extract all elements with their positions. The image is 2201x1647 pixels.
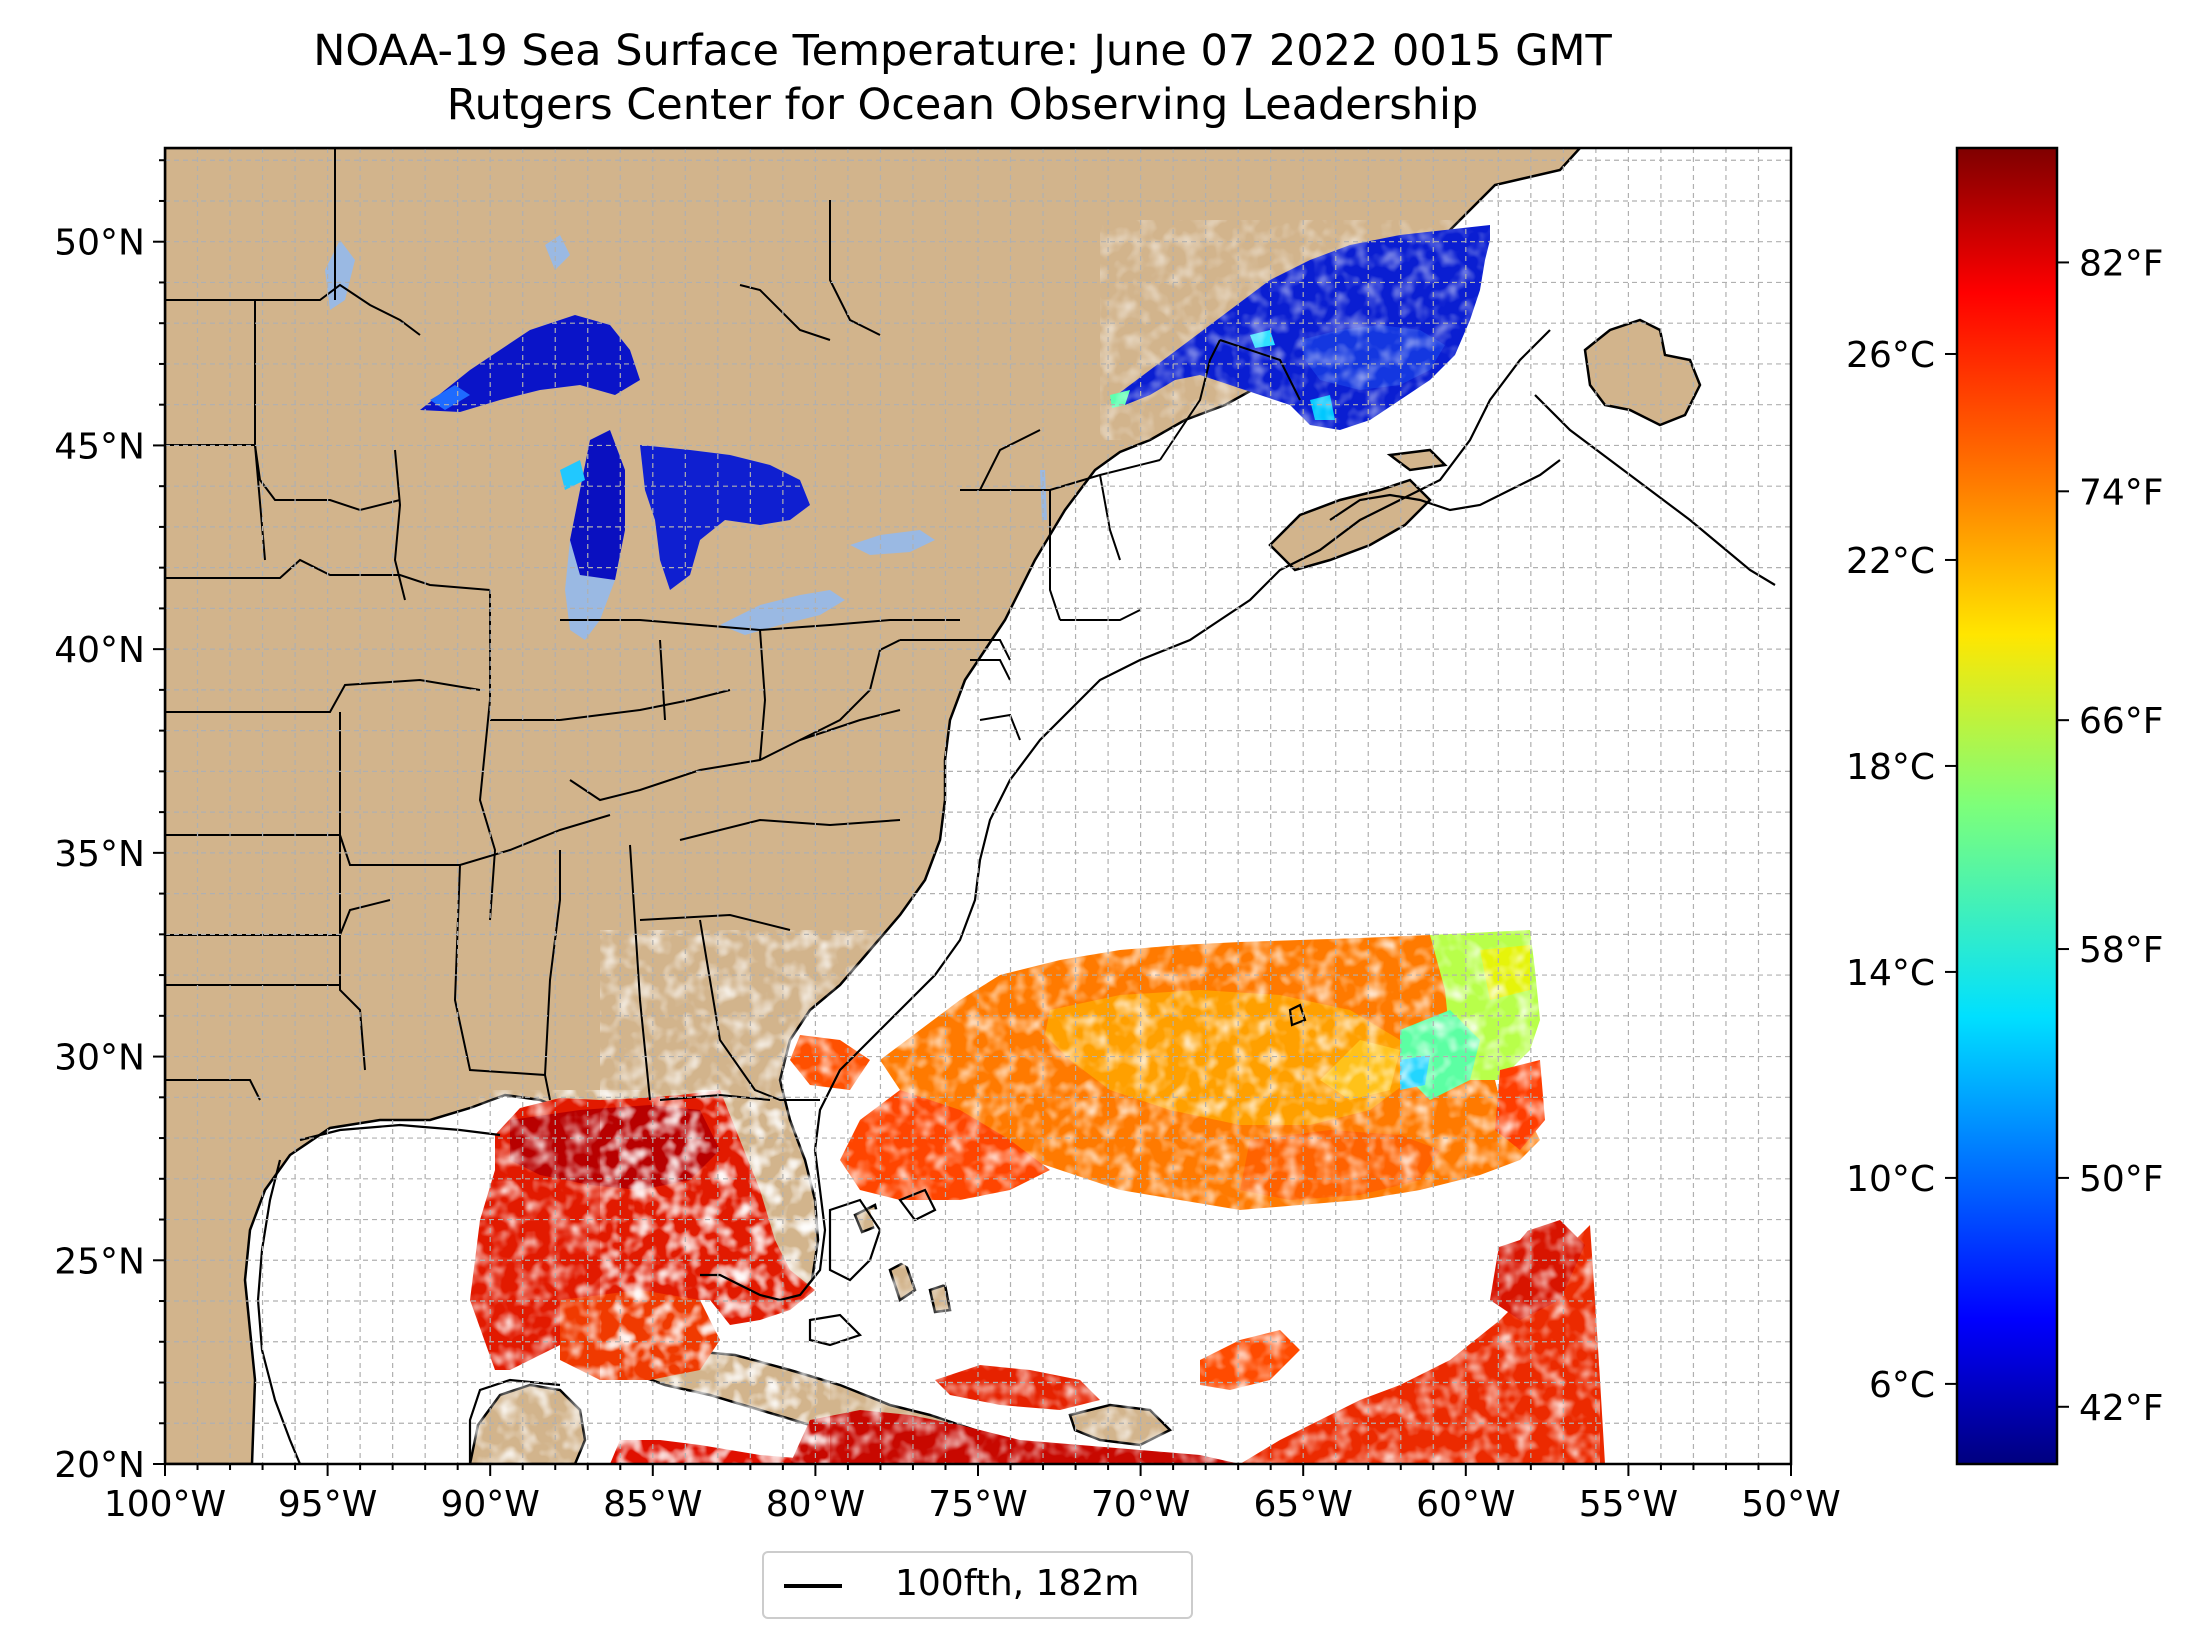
lon-tick-label: 50°W [1741,1484,1840,1525]
graticule-grid [165,148,1791,1464]
lat-tick-label: 45°N [54,426,145,467]
lake-erie [720,590,845,635]
political-borders [165,148,1301,1101]
legend-line-swatch [784,1584,842,1588]
lon-tick-label: 55°W [1579,1484,1678,1525]
lon-tick-label: 85°W [603,1484,702,1525]
celsius-tick-label: 26°C [1846,335,1935,376]
nova-scotia [1268,478,1432,572]
lon-tick-label: 95°W [278,1484,377,1525]
fahrenheit-tick-label: 58°F [2079,930,2164,971]
100fth-isobath [256,329,1776,1464]
cloud-gaps [870,1190,1545,1340]
lon-tick-label: 60°W [1416,1484,1515,1525]
celsius-tick-label: 22°C [1846,541,1935,582]
fahrenheit-tick-label: 74°F [2079,472,2164,513]
title-line-1: NOAA-19 Sea Surface Temperature: June 07… [313,26,1612,76]
latitude-axis: 20°N 25°N 30°N 35°N 40°N 45°N 50°N [54,159,165,1486]
lon-tick-label: 80°W [766,1484,865,1525]
lon-tick-label: 90°W [440,1484,539,1525]
lake-winnipeg [325,240,355,310]
celsius-tick-label: 10°C [1846,1159,1935,1200]
map-legend: 100fth, 182m [762,1551,1193,1619]
longitude-axis: 100°W 95°W 90°W 85°W 80°W 75°W 70°W 65°W 60°W 55°… [104,1464,1841,1525]
lake-ontario [850,530,935,555]
celsius-tick-label: 6°C [1869,1365,1935,1406]
legend-label: 100fth, 182m [895,1563,1140,1604]
lat-tick-label: 40°N [54,630,145,671]
colorbar [1955,146,2059,1466]
fahrenheit-tick-label: 50°F [2079,1159,2164,1200]
colorbar-celsius-axis: 6°C 10°C 14°C 18°C 22°C 26°C [1846,335,1957,1406]
lat-tick-label: 20°N [54,1445,145,1486]
chart-title: NOAA-19 Sea Surface Temperature: June 07… [0,24,1925,132]
title-line-2: Rutgers Center for Ocean Observing Leade… [446,80,1479,130]
lake-nipigon [545,235,570,270]
lat-tick-label: 25°N [54,1241,145,1282]
colorbar-fahrenheit-axis: 42°F 50°F 58°F 66°F 74°F 82°F [2057,243,2164,1429]
celsius-tick-label: 14°C [1846,953,1935,994]
lon-tick-label: 75°W [928,1484,1027,1525]
celsius-tick-label: 18°C [1846,747,1935,788]
lon-tick-label: 70°W [1091,1484,1190,1525]
lat-tick-label: 35°N [54,834,145,875]
fahrenheit-tick-label: 82°F [2079,243,2164,284]
lon-tick-label: 65°W [1253,1484,1352,1525]
fahrenheit-tick-label: 42°F [2079,1388,2164,1429]
fahrenheit-tick-label: 66°F [2079,701,2164,742]
lat-tick-label: 30°N [54,1038,145,1079]
sst-great-lakes [420,315,810,590]
lat-tick-label: 50°N [54,223,145,264]
pei-anticosti [1386,448,1448,472]
lon-tick-label: 100°W [104,1484,226,1525]
